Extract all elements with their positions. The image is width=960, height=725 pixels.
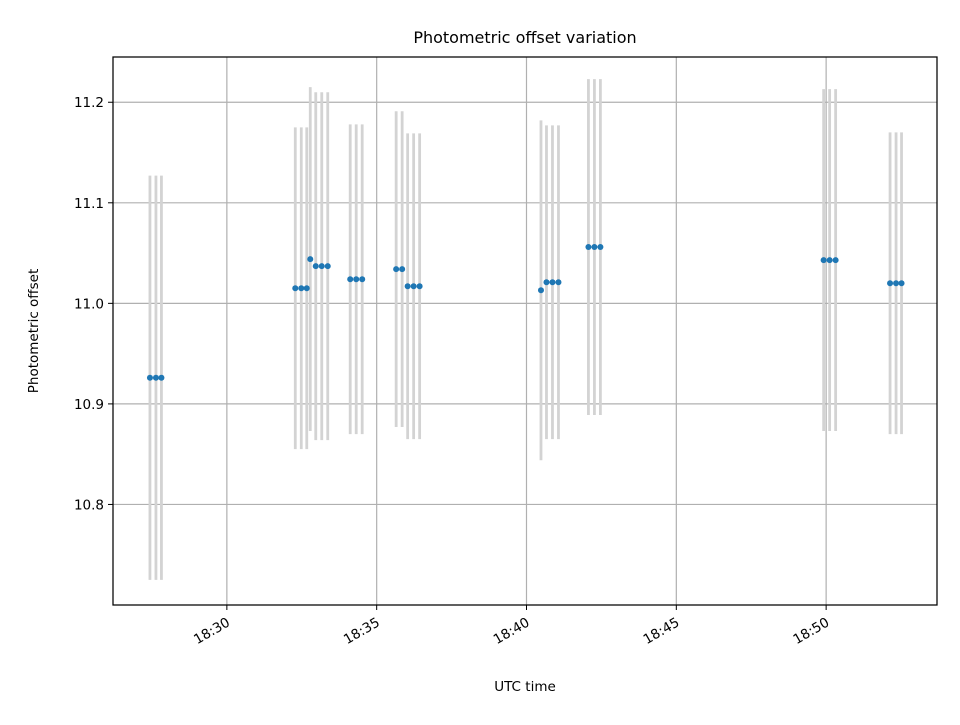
y-tick-label: 10.8 — [74, 497, 104, 513]
data-point — [826, 257, 833, 264]
x-tick-label: 18:35 — [341, 615, 383, 648]
point-layer — [146, 244, 905, 381]
data-point — [832, 257, 839, 264]
data-point — [893, 280, 900, 287]
data-point — [292, 285, 299, 292]
y-tick-label: 11.0 — [74, 296, 104, 312]
grid-layer — [113, 57, 937, 605]
x-tick-label: 18:40 — [491, 615, 533, 648]
x-tick-label: 18:30 — [191, 615, 233, 648]
data-point — [597, 244, 604, 251]
data-point — [543, 279, 550, 286]
data-point — [347, 276, 354, 283]
data-point — [591, 244, 598, 251]
data-point — [585, 244, 592, 251]
data-point — [158, 374, 165, 381]
data-point — [298, 285, 305, 292]
data-point — [555, 279, 562, 286]
data-point — [887, 280, 894, 287]
axes-frame — [112, 56, 938, 606]
data-point — [353, 276, 360, 283]
data-point — [393, 266, 400, 273]
data-point — [359, 276, 366, 283]
x-tick-label: 18:50 — [790, 615, 832, 648]
data-point — [152, 374, 159, 381]
data-point — [312, 263, 319, 270]
data-point — [404, 283, 411, 290]
x-tick-label: 18:45 — [641, 615, 683, 648]
chart-title: Photometric offset variation — [413, 28, 636, 47]
data-point — [307, 256, 314, 263]
data-point — [537, 287, 544, 294]
y-tick-label: 10.9 — [74, 397, 104, 413]
tick-layer: 18:30 18:35 18:40 18:45 18:50 10.8 10.9 11.0 11.… — [74, 95, 832, 648]
data-point — [303, 285, 310, 292]
data-point — [410, 283, 417, 290]
data-point — [318, 263, 325, 270]
y-tick-label: 11.1 — [74, 196, 104, 212]
data-point — [549, 279, 556, 286]
data-point — [324, 263, 331, 270]
data-point — [416, 283, 423, 290]
x-axis-label: UTC time — [494, 679, 556, 695]
y-tick-label: 11.2 — [74, 95, 104, 111]
y-axis-label: Photometric offset — [26, 269, 42, 393]
data-point — [399, 266, 406, 273]
data-point — [898, 280, 905, 287]
data-point — [820, 257, 827, 264]
data-point — [146, 374, 153, 381]
